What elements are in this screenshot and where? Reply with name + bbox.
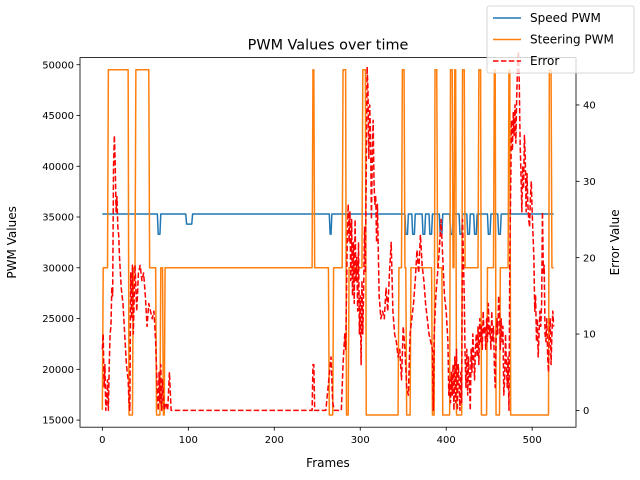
ticks-layer: 0 100 200 300 400 500150002000025000300003500… (42, 60, 596, 446)
y2-axis-label: Error Value (608, 209, 622, 275)
y2-tick-label: 0 (583, 406, 589, 417)
chart-title: PWM Values over time (248, 38, 409, 54)
series-layer (101, 50, 555, 416)
y-tick-label: 40000 (42, 162, 74, 173)
legend-box (486, 5, 635, 74)
y2-tick-label: 30 (583, 177, 596, 188)
x-tick-label: 100 (179, 435, 198, 446)
x-tick-label: 200 (265, 435, 284, 446)
x-axis-label: Frames (306, 456, 350, 470)
y2-tick-label: 20 (583, 253, 596, 264)
series-line-speed-pwm (102, 213, 554, 236)
x-tick-label: 300 (351, 435, 370, 446)
series-line-error (101, 50, 555, 412)
x-tick-label: 0 (99, 435, 105, 446)
y-tick-label: 25000 (42, 314, 74, 325)
y-tick-label: 45000 (42, 111, 74, 122)
y-tick-label: 30000 (42, 263, 74, 274)
y-tick-label: 50000 (42, 60, 74, 71)
legend-label: Speed PWM (530, 11, 601, 25)
y-axis-label: PWM Values (5, 206, 19, 278)
y2-tick-label: 40 (583, 101, 596, 112)
y-tick-label: 20000 (42, 365, 74, 376)
plot-frame (79, 57, 577, 428)
legend: Speed PWM Steering PWM Error (486, 5, 635, 74)
y-tick-label: 15000 (42, 416, 74, 427)
series-line-steering-pwm (101, 69, 554, 416)
x-tick-label: 400 (437, 435, 456, 446)
y-tick-label: 35000 (42, 213, 74, 224)
legend-label: Error (530, 54, 559, 68)
y2-tick-label: 10 (583, 330, 596, 341)
legend-label: Steering PWM (530, 33, 614, 47)
x-tick-label: 500 (523, 435, 542, 446)
